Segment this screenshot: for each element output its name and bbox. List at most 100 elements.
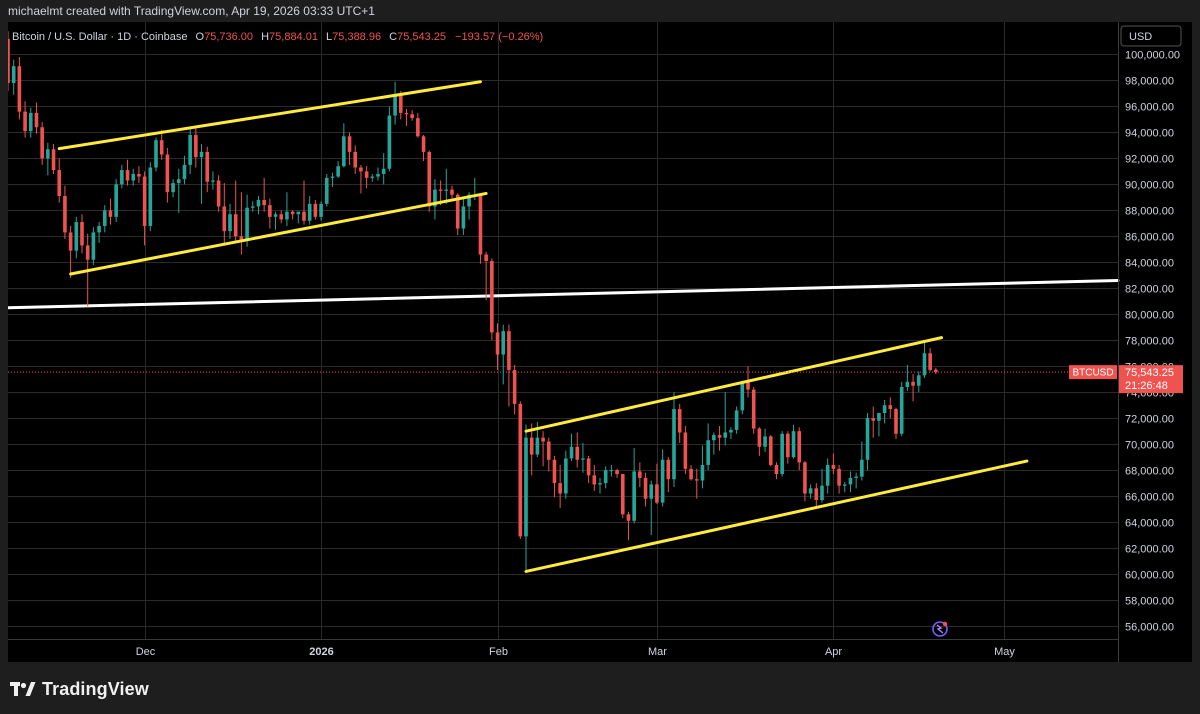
candle-body xyxy=(820,485,824,501)
candle-body xyxy=(57,170,62,197)
candle-body xyxy=(387,115,392,169)
candle-body xyxy=(450,189,454,195)
channel-trendline[interactable] xyxy=(57,80,482,151)
candle xyxy=(575,432,580,468)
candle xyxy=(142,171,147,246)
candle-body xyxy=(694,479,699,481)
candle-body xyxy=(330,176,335,178)
currency-button[interactable]: USD xyxy=(1120,25,1182,47)
candle xyxy=(154,137,158,172)
candle xyxy=(490,258,494,341)
y-tick-label: 70,000.00 xyxy=(1125,440,1174,452)
candle-body xyxy=(660,459,665,503)
y-tick-label: 88,000.00 xyxy=(1125,206,1174,218)
candle-body xyxy=(564,458,568,494)
candle-body xyxy=(285,211,289,220)
low-label: L xyxy=(326,31,332,43)
candle-body xyxy=(262,199,266,206)
candle-body xyxy=(63,196,67,233)
candle-body xyxy=(205,151,210,182)
candle xyxy=(330,172,335,187)
tradingview-logo[interactable]: TradingView xyxy=(10,676,149,702)
y-tick-label: 90,000.00 xyxy=(1125,180,1174,192)
support-line[interactable] xyxy=(8,278,1120,310)
candle xyxy=(205,146,210,193)
candle-body xyxy=(683,432,688,469)
candle xyxy=(928,348,932,372)
candle-body xyxy=(632,471,636,521)
candle xyxy=(677,403,682,443)
candle xyxy=(763,428,767,452)
candle xyxy=(632,448,636,524)
candle-body xyxy=(245,207,249,241)
trendline-layer[interactable] xyxy=(57,80,1029,573)
candle-body xyxy=(768,436,773,465)
candle-body xyxy=(194,135,198,158)
time-axis[interactable]: Dec 2026 Feb Mar Apr May xyxy=(136,646,1016,658)
candle xyxy=(228,203,232,239)
candle-body xyxy=(290,211,295,215)
candle-body xyxy=(381,168,386,174)
candle xyxy=(694,468,699,499)
candle-body xyxy=(34,112,39,128)
symbol-description: Bitcoin / U.S. Dollar · 1D · Coinbase xyxy=(12,31,187,43)
price-axis[interactable]: 56,000.00 58,000.00 60,000.00 62,000.00 64,0… xyxy=(1125,50,1180,634)
candle-body xyxy=(837,468,841,486)
candle xyxy=(706,423,710,471)
candle-body xyxy=(364,171,369,178)
candle-body xyxy=(273,214,278,217)
candle xyxy=(381,153,386,185)
price-chart[interactable]: 56,000.00 58,000.00 60,000.00 62,000.00 64,0… xyxy=(8,22,1192,662)
candle-body xyxy=(228,214,232,232)
channel-trendline[interactable] xyxy=(69,191,488,276)
candle xyxy=(768,435,773,467)
candle xyxy=(34,102,39,134)
candle-body xyxy=(148,167,153,226)
candle-body xyxy=(444,189,449,191)
candle xyxy=(68,225,73,278)
candle-body xyxy=(313,203,318,217)
candle xyxy=(865,412,870,471)
x-tick-label: Mar xyxy=(648,646,667,658)
candle-body xyxy=(603,470,608,484)
candle xyxy=(182,155,187,185)
candle-body xyxy=(803,462,807,494)
candle xyxy=(256,196,261,215)
candle-body xyxy=(899,387,904,434)
candle-body xyxy=(319,203,323,217)
candle xyxy=(797,427,802,471)
candle xyxy=(307,196,312,225)
candle-body xyxy=(91,232,96,260)
candle xyxy=(871,406,876,438)
candle-body xyxy=(518,403,523,537)
candle-body xyxy=(433,189,437,207)
candle xyxy=(507,324,511,407)
candle xyxy=(603,466,608,489)
ohlc-legend: Bitcoin / U.S. Dollar · 1D · Coinbase O7… xyxy=(12,31,543,43)
y-tick-label: 80,000.00 xyxy=(1125,310,1174,322)
candle xyxy=(97,222,101,243)
candle-body xyxy=(23,111,27,132)
candle-body xyxy=(620,474,625,515)
change-value: −193.57 (−0.26%) xyxy=(455,31,543,43)
candle-body xyxy=(398,94,403,113)
candle xyxy=(199,144,204,204)
candle xyxy=(581,442,585,473)
candle xyxy=(751,387,756,434)
candle xyxy=(336,160,340,178)
candle xyxy=(28,107,33,138)
y-tick-label: 58,000.00 xyxy=(1125,596,1174,608)
candle-body xyxy=(877,412,881,421)
candle xyxy=(774,462,779,480)
candle xyxy=(171,179,175,198)
candle-body xyxy=(700,464,705,481)
candle-body xyxy=(359,167,363,172)
spark-icon[interactable] xyxy=(932,621,948,637)
candle xyxy=(729,427,733,439)
candle xyxy=(649,480,654,536)
candle-body xyxy=(848,477,853,485)
channel-trendline[interactable] xyxy=(524,459,1029,573)
candle xyxy=(108,198,113,225)
channel-trendline[interactable] xyxy=(524,336,944,433)
candle xyxy=(91,227,96,265)
